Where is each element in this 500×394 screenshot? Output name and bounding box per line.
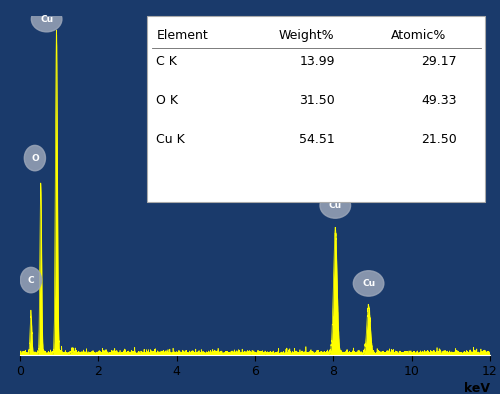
Text: Cu: Cu	[362, 279, 375, 288]
Text: Cu K: Cu K	[156, 133, 185, 146]
Text: 21.50: 21.50	[422, 133, 457, 146]
Text: Cu: Cu	[40, 15, 53, 24]
Text: Atomic%: Atomic%	[392, 29, 446, 42]
Text: 29.17: 29.17	[422, 55, 457, 68]
Text: Cu: Cu	[328, 201, 342, 210]
Ellipse shape	[20, 268, 42, 293]
Text: 54.51: 54.51	[299, 133, 335, 146]
Text: C: C	[28, 275, 34, 284]
Text: C K: C K	[156, 55, 177, 68]
Text: Element: Element	[156, 29, 208, 42]
Text: O K: O K	[156, 94, 178, 107]
Text: 13.99: 13.99	[300, 55, 335, 68]
Ellipse shape	[354, 271, 384, 296]
Text: keV: keV	[464, 382, 490, 394]
Text: O: O	[31, 154, 39, 163]
Text: Weight%: Weight%	[278, 29, 334, 42]
Ellipse shape	[32, 6, 62, 32]
Ellipse shape	[320, 193, 350, 218]
Text: 31.50: 31.50	[299, 94, 335, 107]
Ellipse shape	[24, 145, 46, 171]
Text: 49.33: 49.33	[422, 94, 457, 107]
FancyBboxPatch shape	[147, 16, 486, 202]
